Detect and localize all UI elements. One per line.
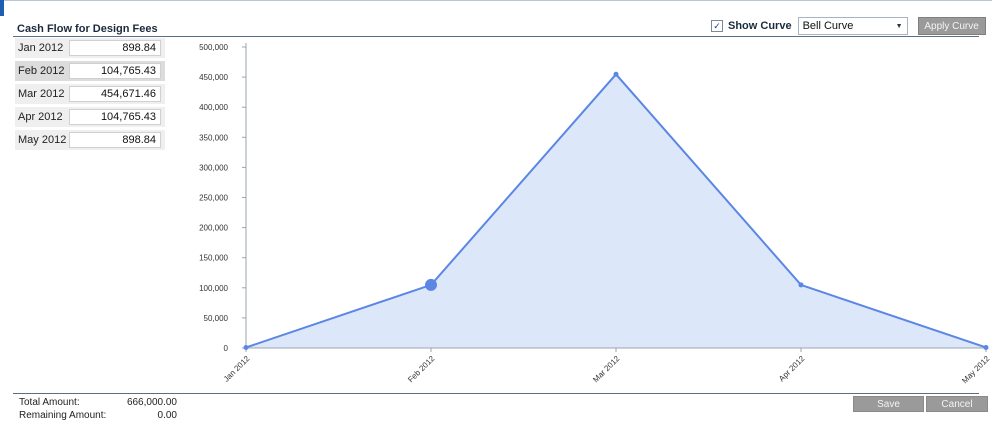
dropdown-caret-icon: ▼: [895, 22, 903, 30]
y-tick-label: 300,000: [199, 163, 228, 172]
y-tick-label: 200,000: [199, 224, 228, 233]
month-row: Apr 2012 104,765.43: [15, 107, 165, 127]
x-tick-label: Apr 2012: [777, 354, 807, 384]
month-label: Feb 2012: [18, 65, 65, 77]
x-tick-label: Feb 2012: [406, 354, 437, 385]
curve-type-value: Bell Curve: [802, 20, 854, 32]
data-point: [243, 344, 249, 350]
data-point: [425, 278, 437, 291]
x-tick-label: May 2012: [960, 354, 992, 386]
y-tick-label: 350,000: [199, 133, 228, 142]
month-amount-input[interactable]: 454,671.46: [69, 86, 161, 102]
month-label: Mar 2012: [18, 88, 65, 100]
month-row: May 2012 898.84: [15, 130, 165, 150]
total-amount-label: Total Amount:: [19, 397, 80, 408]
y-tick-label: 50,000: [204, 314, 229, 323]
data-point: [798, 282, 804, 288]
month-label: Apr 2012: [18, 111, 63, 123]
footer-divider: [13, 393, 979, 394]
data-point: [983, 344, 989, 350]
header-divider: [13, 36, 979, 37]
save-button[interactable]: Save: [853, 396, 924, 412]
data-point: [613, 71, 619, 77]
cancel-button[interactable]: Cancel: [926, 396, 988, 412]
y-tick-label: 100,000: [199, 284, 228, 293]
x-tick-label: Jan 2012: [222, 354, 252, 384]
show-curve-label: Show Curve: [728, 20, 792, 32]
month-row: Jan 2012 898.84: [15, 38, 165, 58]
apply-curve-button[interactable]: Apply Curve: [917, 17, 986, 35]
month-row: Mar 2012 454,671.46: [15, 84, 165, 104]
month-amount-input[interactable]: 104,765.43: [69, 63, 161, 79]
page-title: Cash Flow for Design Fees: [17, 23, 158, 35]
y-tick-label: 150,000: [199, 254, 228, 263]
y-tick-label: 400,000: [199, 103, 228, 112]
total-amount-value: 666,000.00: [126, 397, 177, 408]
top-border: [0, 0, 992, 1]
y-tick-label: 250,000: [199, 194, 228, 203]
y-tick-label: 0: [224, 344, 229, 353]
monthly-amounts-table: Jan 2012 898.84 Feb 2012 104,765.43 Mar …: [15, 38, 165, 153]
month-amount-input[interactable]: 104,765.43: [69, 109, 161, 125]
curve-type-select[interactable]: Bell Curve ▼: [797, 17, 908, 35]
totals-summary: Total Amount: 666,000.00 Remaining Amoun…: [19, 396, 177, 422]
cash-flow-chart: 0 50,000 100,000 150,000 200,000 250,000 300,0…: [199, 43, 992, 386]
remaining-amount-label: Remaining Amount:: [19, 410, 107, 421]
y-tick-label: 450,000: [199, 73, 228, 82]
y-tick-label: 500,000: [199, 43, 228, 52]
month-label: Jan 2012: [18, 42, 64, 54]
month-amount-input[interactable]: 898.84: [69, 40, 161, 56]
accent-bar: [0, 0, 4, 16]
remaining-amount-value: 0.00: [157, 410, 177, 421]
curve-controls: ✓ Show Curve Bell Curve ▼ Apply Curve: [711, 16, 986, 36]
month-amount-input[interactable]: 898.84: [69, 132, 161, 148]
show-curve-checkbox[interactable]: ✓: [711, 20, 723, 32]
month-row: Feb 2012 104,765.43: [15, 61, 165, 81]
x-tick-label: Mar 2012: [591, 354, 622, 385]
area-fill: [246, 74, 986, 348]
month-label: May 2012: [18, 134, 67, 146]
